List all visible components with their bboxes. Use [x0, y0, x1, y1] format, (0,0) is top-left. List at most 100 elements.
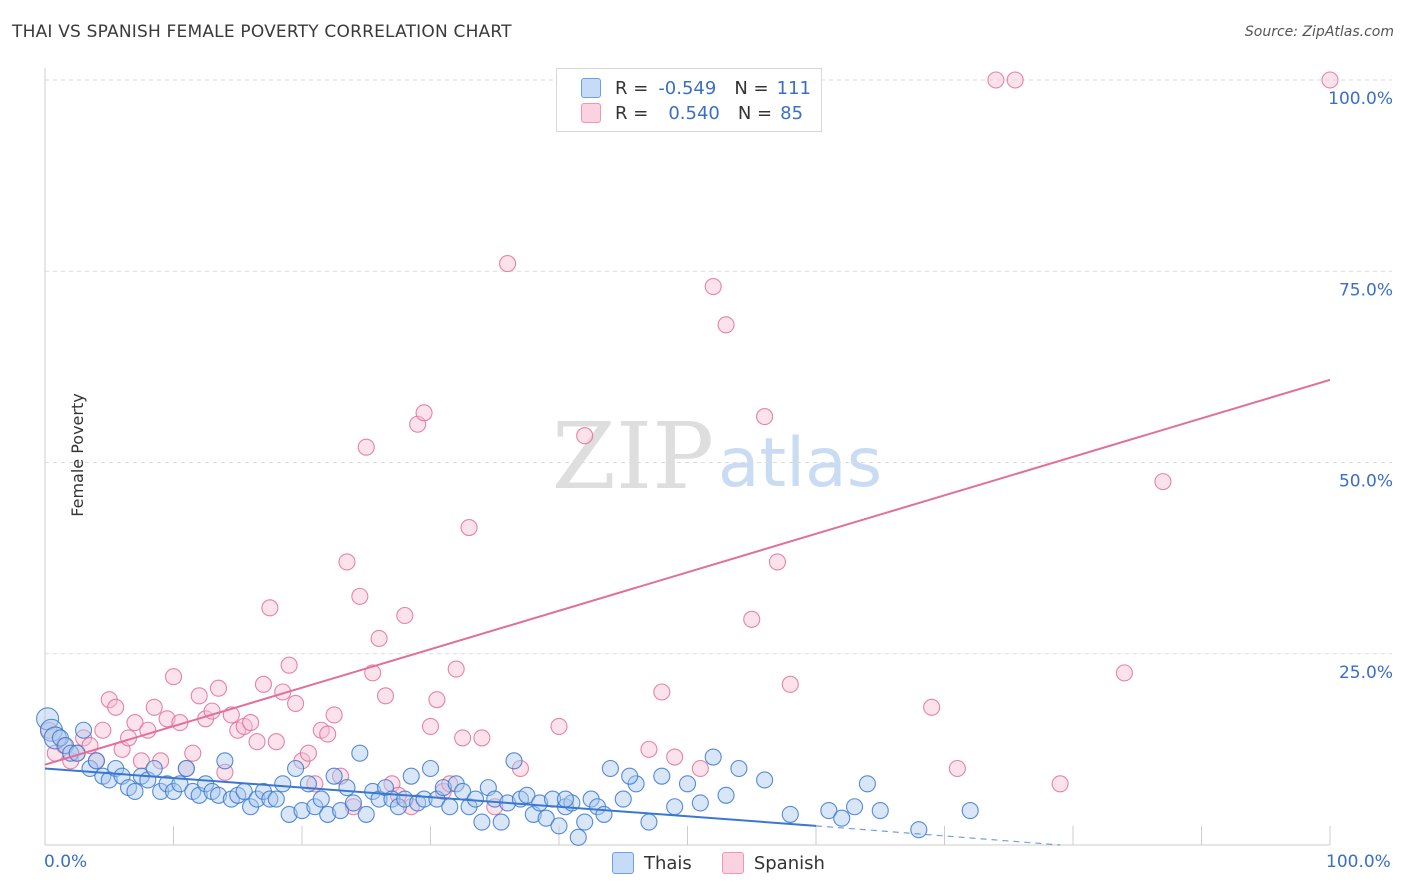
thais-points [36, 707, 979, 846]
spanish-point [1006, 71, 1024, 89]
thais-point [293, 802, 311, 820]
spanish-point [364, 664, 382, 682]
thais-point [473, 813, 491, 831]
thais-point [537, 809, 555, 827]
legend-n-value: 85 [780, 102, 804, 124]
thais-point [331, 802, 350, 820]
thais-point [75, 721, 93, 739]
legend-r-label: R = [615, 102, 649, 124]
legend-r-label: R = [615, 77, 649, 99]
thais-point [466, 790, 485, 808]
thais-point [492, 813, 510, 831]
spanish-point [717, 316, 735, 334]
legend-r-value: 0.540 [668, 102, 720, 124]
spanish-point [666, 748, 684, 766]
thais-point [961, 802, 979, 820]
legend-item-thais: Thais [612, 852, 692, 874]
source-label: Source: ZipAtlas.com [1244, 24, 1394, 40]
spanish-point [640, 740, 658, 758]
spanish-point [280, 656, 298, 674]
gridlines [45, 79, 1392, 655]
legend-n-label: N = [737, 102, 773, 124]
y-tick-label: 50.0% [1339, 472, 1393, 492]
thais-point [344, 794, 362, 812]
thais-swatch [612, 852, 634, 874]
thais-point [678, 775, 697, 793]
spanish-point [107, 698, 125, 716]
spanish-point [319, 725, 337, 743]
legend-n-value: 111 [776, 77, 811, 99]
spanish-point [338, 553, 356, 571]
spanish-point [248, 733, 266, 751]
spanish-point [299, 744, 317, 762]
spanish-point [370, 629, 388, 648]
thais-point [833, 809, 851, 827]
thais-point [845, 798, 864, 816]
thais-point [421, 759, 440, 778]
spanish-point [145, 698, 163, 716]
thais-point [518, 786, 536, 804]
thais-trend-line [44, 767, 817, 827]
spanish-point [376, 687, 395, 705]
spanish-point [396, 606, 414, 625]
spanish-point [164, 668, 183, 686]
trend-lines [44, 378, 1331, 846]
watermark-atlas: atlas [718, 424, 882, 503]
spanish-point [287, 694, 305, 713]
thais-point [781, 805, 799, 823]
spanish-point [704, 277, 722, 296]
spanish-trend-line [44, 378, 1331, 766]
thais-point [145, 759, 163, 778]
axes [44, 68, 1331, 846]
spanish-point [357, 438, 375, 456]
thais-point [704, 748, 722, 766]
thais-point [556, 790, 574, 808]
spanish-point [460, 518, 478, 537]
spanish-point [415, 404, 433, 422]
spanish-point [325, 706, 343, 724]
spanish-point [267, 733, 285, 751]
legend-swatch-thais [581, 78, 601, 98]
thais-point [415, 790, 433, 808]
thais-point [319, 805, 337, 823]
thais-point [858, 775, 876, 793]
spanish-point [768, 553, 787, 571]
thais-point [209, 786, 228, 804]
spanish-point [261, 599, 279, 617]
spanish-point [242, 714, 260, 732]
spanish-point [209, 679, 228, 697]
thais-point [261, 790, 279, 808]
spanish-point [158, 710, 176, 728]
thais-point [280, 805, 298, 823]
spanish-point [743, 610, 761, 628]
spanish-point [653, 683, 671, 701]
thais-point [274, 775, 292, 793]
spanish-point [987, 71, 1005, 89]
thais-point [267, 790, 285, 808]
spanish-point [1051, 775, 1069, 793]
thais-point [177, 759, 195, 778]
legend-row-thais: R = -0.549 N = 111 [581, 76, 811, 100]
thais-point [287, 759, 305, 778]
thais-point [871, 802, 889, 820]
thais-point [717, 786, 735, 804]
thais-point [338, 779, 356, 797]
spanish-point [473, 729, 491, 747]
spanish-point [756, 408, 774, 426]
legend-item-spanish: Spanish [721, 852, 825, 874]
thais-point [756, 771, 774, 789]
legend-n-label: N = [734, 77, 769, 99]
spanish-point [94, 721, 112, 739]
thais-point [351, 744, 369, 762]
thais-point [820, 802, 838, 820]
chart-title: THAI VS SPANISH FEMALE POVERTY CORRELATI… [12, 22, 512, 42]
thais-point [312, 790, 330, 808]
thais-point [550, 817, 568, 835]
correlation-legend: R = -0.549 N = 111 R = 0.540 N = 85 [556, 68, 822, 132]
legend-r-value: -0.549 [658, 77, 717, 99]
y-tick-label: 25.0% [1339, 663, 1393, 683]
thais-point [601, 759, 619, 778]
spanish-points [40, 71, 1339, 816]
spanish-point [576, 427, 594, 445]
spanish-point [126, 714, 144, 732]
